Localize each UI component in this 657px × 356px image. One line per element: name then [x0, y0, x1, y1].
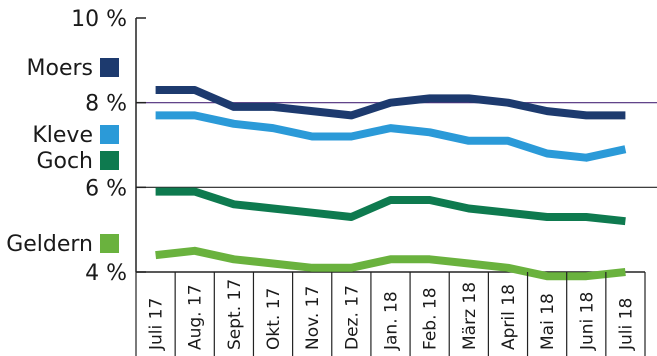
legend-label-geldern: Geldern	[6, 232, 93, 257]
legend-swatch-goch	[100, 151, 119, 170]
x-tick-label: April 18	[499, 284, 519, 350]
y-tick-label: 6 %	[85, 176, 127, 201]
x-tick-label: Mai 18	[538, 293, 558, 350]
x-tick-label: Nov. 17	[303, 286, 323, 350]
x-tick-label: Feb. 18	[421, 287, 441, 350]
legend-label-goch: Goch	[36, 149, 93, 174]
x-tick-label: Okt. 17	[264, 288, 284, 350]
legend-swatch-geldern	[100, 234, 119, 253]
series-line-goch	[155, 187, 626, 226]
x-tick-label: März 18	[460, 282, 480, 350]
x-tick-label: Jan. 18	[382, 291, 402, 351]
x-tick-label: Juli 18	[616, 298, 636, 351]
legend-swatch-moers	[100, 58, 119, 77]
legend-swatch-kleve	[100, 125, 119, 144]
x-tick-layer: Juli 17 Aug. 17 Sept. 17 Okt. 17 Nov. 17 Dez.…	[135, 272, 646, 356]
series-layer	[155, 86, 627, 281]
y-tick-label: 10 %	[71, 7, 127, 32]
axis-layer: 4 % 6 % 8 % 10 %	[71, 7, 645, 286]
x-tick-label: Juni 18	[577, 292, 597, 351]
legend-label-moers: Moers	[27, 56, 93, 81]
y-tick-label: 4 %	[85, 261, 127, 286]
x-tick-label: Juli 17	[147, 298, 167, 351]
x-tick-label: Dez. 17	[342, 285, 362, 350]
y-tick-label: 8 %	[85, 92, 127, 117]
series-line-kleve	[155, 111, 627, 162]
x-tick-label: Aug. 17	[186, 284, 206, 350]
x-tick-label: Sept. 17	[225, 279, 245, 350]
legend-label-kleve: Kleve	[32, 123, 93, 148]
